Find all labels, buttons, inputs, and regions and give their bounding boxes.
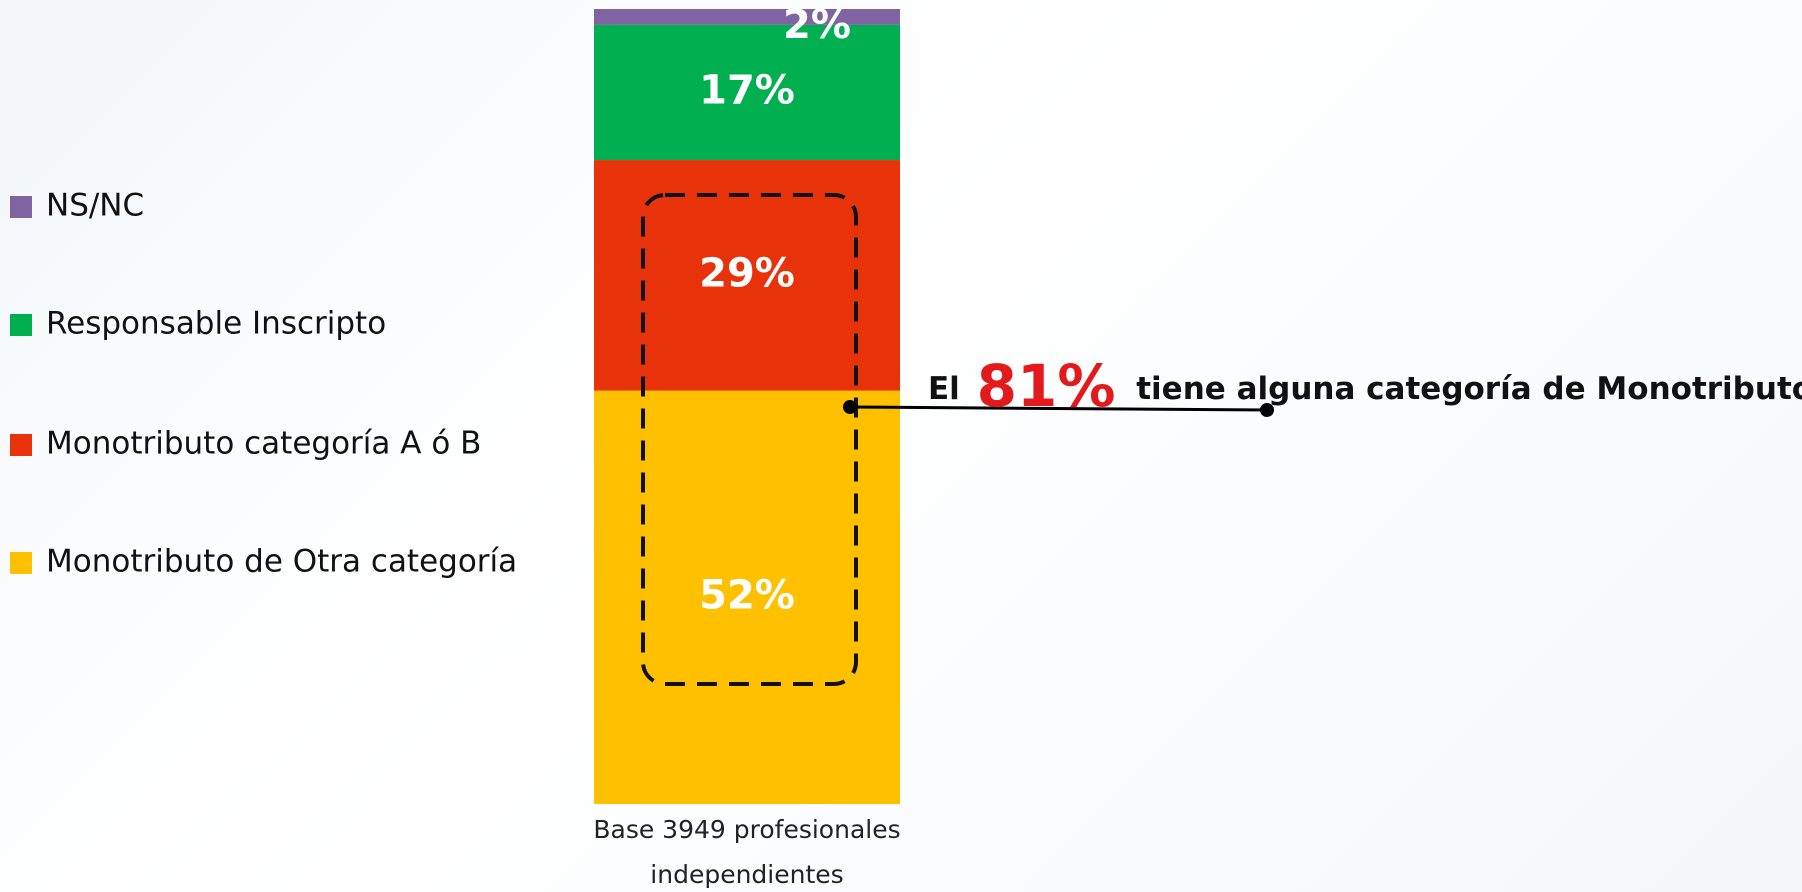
annotation: El 81% tiene alguna categoría de Monotri… — [928, 352, 1802, 420]
x-tick-label: Base 3949 profesionales independientes — [593, 815, 900, 889]
legend-label: NS/NC — [46, 188, 144, 224]
callout-line — [849, 405, 1268, 412]
annotation-suffix: tiene alguna categoría de Monotributo — [1136, 371, 1802, 407]
legend-swatch — [10, 196, 32, 218]
annotation-prefix: El — [928, 371, 960, 407]
legend-swatch — [10, 314, 32, 336]
callout-dot — [843, 400, 857, 414]
legend-label: Monotributo de Otra categoría — [46, 544, 517, 580]
value-label: 2% — [783, 2, 851, 48]
legend-swatch — [10, 552, 32, 574]
value-label: 52% — [699, 572, 795, 618]
bar-segment — [594, 9, 900, 25]
callout-dot — [1260, 403, 1274, 417]
highlight-box — [641, 193, 858, 686]
value-label: 17% — [699, 67, 795, 113]
bar-segment — [594, 24, 900, 161]
legend-swatch — [10, 434, 32, 456]
legend-label: Monotributo categoría A ó B — [46, 426, 481, 462]
value-label: 29% — [699, 250, 795, 296]
legend-label: Responsable Inscripto — [46, 306, 386, 342]
annotation-highlight: 81% — [977, 352, 1116, 420]
